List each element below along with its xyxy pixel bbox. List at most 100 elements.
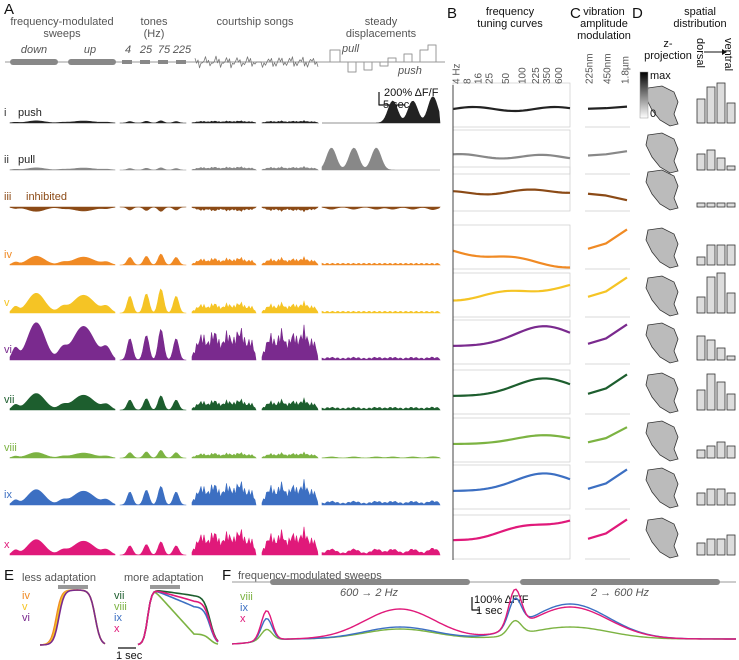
panel-letter: C xyxy=(570,5,581,22)
stimulus-title: courtship songs xyxy=(216,16,294,28)
response-trace xyxy=(9,292,116,314)
panel-title: frequency-modulated sweeps xyxy=(238,570,382,582)
response-trace xyxy=(261,206,319,213)
response-trace xyxy=(261,166,319,171)
legend-label: v xyxy=(22,601,28,613)
response-trace xyxy=(191,481,257,506)
distribution-bar xyxy=(696,542,706,556)
panel-title: modulation xyxy=(577,30,631,42)
response-trace xyxy=(9,393,116,411)
response-trace xyxy=(261,479,319,506)
response-trace xyxy=(9,167,116,171)
tuning-box xyxy=(452,129,571,175)
tuning-box xyxy=(452,166,571,212)
legend-label: vi xyxy=(22,612,30,624)
distribution-bar xyxy=(706,86,716,124)
distribution-bar xyxy=(706,445,716,459)
sweep-bar xyxy=(520,579,720,585)
distribution-bar xyxy=(696,202,706,208)
distribution-bar xyxy=(706,202,716,208)
response-trace xyxy=(191,529,257,556)
legend-label: iv xyxy=(22,590,30,602)
sweep-bar xyxy=(270,579,470,585)
tuning-curve xyxy=(452,188,571,196)
stimulus-label: pull xyxy=(341,43,360,55)
tuning-tick: 25 xyxy=(485,72,496,84)
scale-label: 1 sec xyxy=(476,605,503,617)
tone-bar xyxy=(140,60,150,64)
distribution-bar xyxy=(706,373,716,411)
distribution-bar xyxy=(696,98,706,124)
adaptation-trace xyxy=(39,589,106,646)
distribution-bar xyxy=(706,339,716,361)
distribution-bar xyxy=(716,202,726,208)
adaptation-trace xyxy=(137,590,219,646)
distribution-bar xyxy=(696,335,706,361)
panel-letter: F xyxy=(222,567,231,584)
amp-tick: 450nm xyxy=(603,53,614,84)
response-trace xyxy=(191,452,257,459)
projection-label: projection xyxy=(644,50,692,62)
response-trace xyxy=(261,255,319,266)
distribution-bar xyxy=(726,492,736,506)
scale-label: 1 sec xyxy=(116,650,143,660)
distribution-bar xyxy=(696,389,706,411)
legend-label: x xyxy=(240,613,246,625)
response-trace xyxy=(119,328,187,361)
tone-bar xyxy=(176,60,186,64)
scale-label: 200% ΔF/F xyxy=(384,87,439,99)
sweep-trace xyxy=(231,588,737,645)
response-trace xyxy=(9,539,116,556)
tuning-tick: 8 xyxy=(463,78,474,84)
panel-letter: A xyxy=(4,1,14,18)
row-numeral: vii xyxy=(4,394,14,406)
row-name: pull xyxy=(18,154,35,166)
tuning-curve xyxy=(452,377,571,397)
panel-title: distribution xyxy=(673,18,726,30)
tuning-box xyxy=(452,82,571,128)
sweep-trace xyxy=(231,619,737,645)
tuning-curve xyxy=(452,249,571,269)
distribution-bar xyxy=(716,244,726,266)
response-trace xyxy=(119,167,187,171)
panel-title: amplitude xyxy=(580,18,628,30)
distribution-bar xyxy=(716,381,726,411)
amplitude-curve xyxy=(587,150,628,157)
z-projection xyxy=(645,132,679,174)
response-trace xyxy=(261,526,319,556)
distribution-bar xyxy=(726,102,736,124)
panel-title: tuning curves xyxy=(477,18,543,30)
response-trace xyxy=(321,206,441,210)
distribution-bar xyxy=(706,538,716,556)
distribution-bar xyxy=(696,153,706,171)
distribution-bar xyxy=(696,256,706,266)
row-numeral: v xyxy=(4,297,10,309)
row-numeral: ix xyxy=(4,489,12,501)
response-trace xyxy=(119,450,187,459)
response-trace xyxy=(321,500,441,506)
amplitude-curve xyxy=(587,228,628,250)
response-trace xyxy=(191,166,257,171)
distribution-bar xyxy=(706,244,716,266)
distribution-bar xyxy=(716,441,726,459)
response-trace xyxy=(191,206,257,212)
response-trace xyxy=(9,489,116,506)
panel-letter: D xyxy=(632,5,643,22)
z-projection xyxy=(645,517,679,559)
scale-bar xyxy=(471,597,480,611)
legend-label: viii xyxy=(240,591,253,603)
distribution-bar xyxy=(706,488,716,506)
distribution-bar xyxy=(726,202,736,208)
response-trace xyxy=(321,547,441,556)
stimulus-title: tones xyxy=(141,16,168,28)
panel-title: more adaptation xyxy=(124,572,204,584)
response-trace xyxy=(9,255,116,266)
amplitude-curve xyxy=(587,192,628,202)
amp-tick: 225nm xyxy=(585,53,596,84)
tuning-tick: 100 xyxy=(518,67,529,84)
row-numeral: iii xyxy=(4,191,11,203)
distribution-bar xyxy=(716,157,726,171)
tone-bar xyxy=(158,60,168,64)
tuning-curve xyxy=(452,152,571,160)
stimulus-title: steady xyxy=(365,16,398,28)
